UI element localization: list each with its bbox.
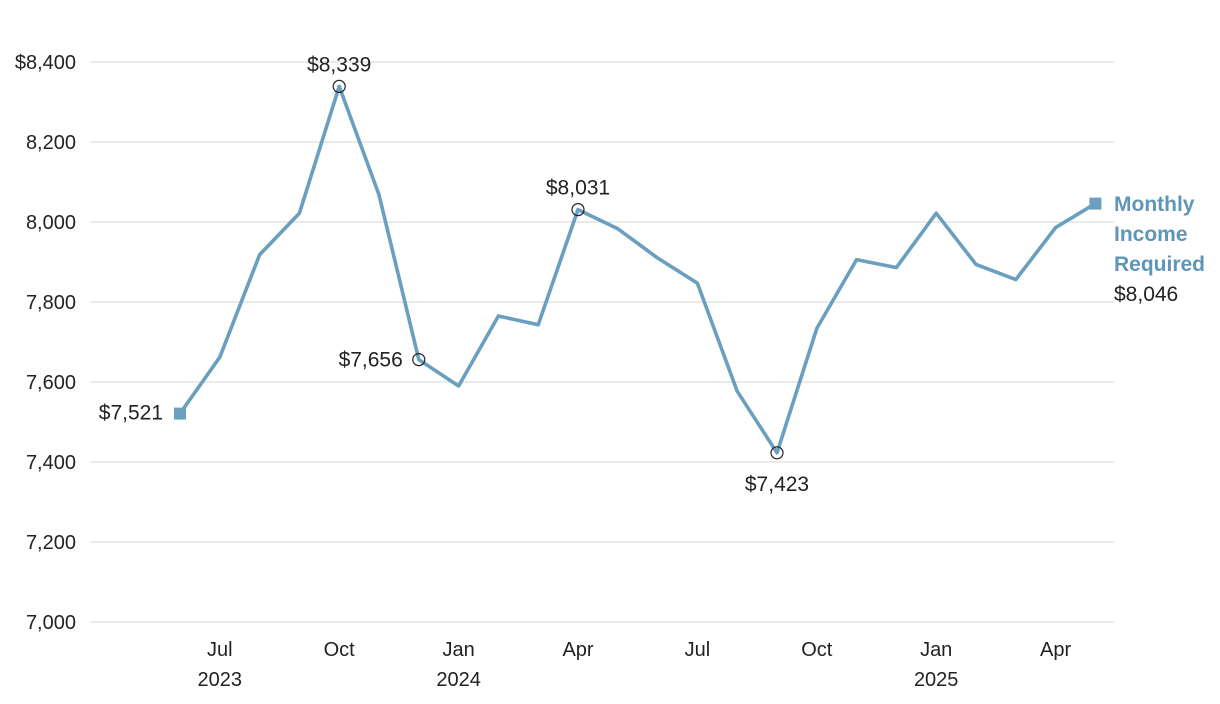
x-tick-label: Jul	[207, 639, 233, 661]
point-marker-circle	[412, 353, 426, 367]
grid-layer	[90, 61, 1114, 623]
series-label-line-3: Required	[1114, 253, 1205, 276]
data-label: $8,046	[1114, 283, 1178, 306]
y-tick-label: $8,400	[15, 52, 76, 74]
annotation-labels: $7,521 $8,339 $7,656 $8,031 $7,423 $8,046	[99, 53, 1178, 495]
series-label: Monthly Income Required	[1114, 193, 1205, 276]
y-tick-label: 8,200	[26, 132, 76, 154]
series-label-line-2: Income	[1114, 223, 1188, 246]
x-tick-year-label: 2025	[914, 669, 959, 691]
data-label: $7,521	[99, 402, 163, 425]
point-marker-square	[174, 407, 186, 420]
y-tick-label: 7,400	[26, 452, 76, 474]
y-tick-label: 7,600	[26, 372, 76, 394]
point-marker-circle	[332, 79, 346, 94]
series-label-line-1: Monthly	[1114, 193, 1195, 216]
y-tick-label: 7,800	[26, 292, 76, 314]
y-axis-ticks: $8,400 8,200 8,000 7,800 7,600 7,400 7,200 7,00…	[15, 52, 76, 634]
x-tick-year-label: 2024	[436, 669, 481, 691]
series-line-monthly-income-required	[178, 84, 1098, 455]
point-marker-circle	[770, 446, 784, 460]
x-tick-label: Jan	[920, 639, 952, 661]
point-marker-square	[1089, 197, 1102, 210]
x-tick-label: Apr	[562, 639, 593, 661]
annotation-markers	[174, 79, 1102, 460]
data-label: $8,031	[546, 177, 610, 200]
x-axis-ticks: Jul 2023 Oct Jan 2024 Apr Jul Oct Jan 2025 Apr	[198, 639, 1072, 691]
x-tick-year-label: 2023	[198, 669, 243, 691]
data-label: $7,656	[339, 349, 403, 372]
point-marker-circle	[571, 203, 585, 217]
x-tick-label: Jan	[442, 639, 474, 661]
y-tick-label: 8,000	[26, 212, 76, 234]
y-tick-label: 7,200	[26, 532, 76, 554]
data-label: $7,423	[745, 473, 809, 496]
y-tick-label: 7,000	[26, 612, 76, 634]
x-tick-label: Oct	[801, 639, 833, 661]
x-tick-label: Apr	[1040, 639, 1071, 661]
data-label: $8,339	[307, 53, 371, 76]
x-tick-label: Oct	[324, 639, 356, 661]
x-tick-label: Jul	[685, 639, 711, 661]
